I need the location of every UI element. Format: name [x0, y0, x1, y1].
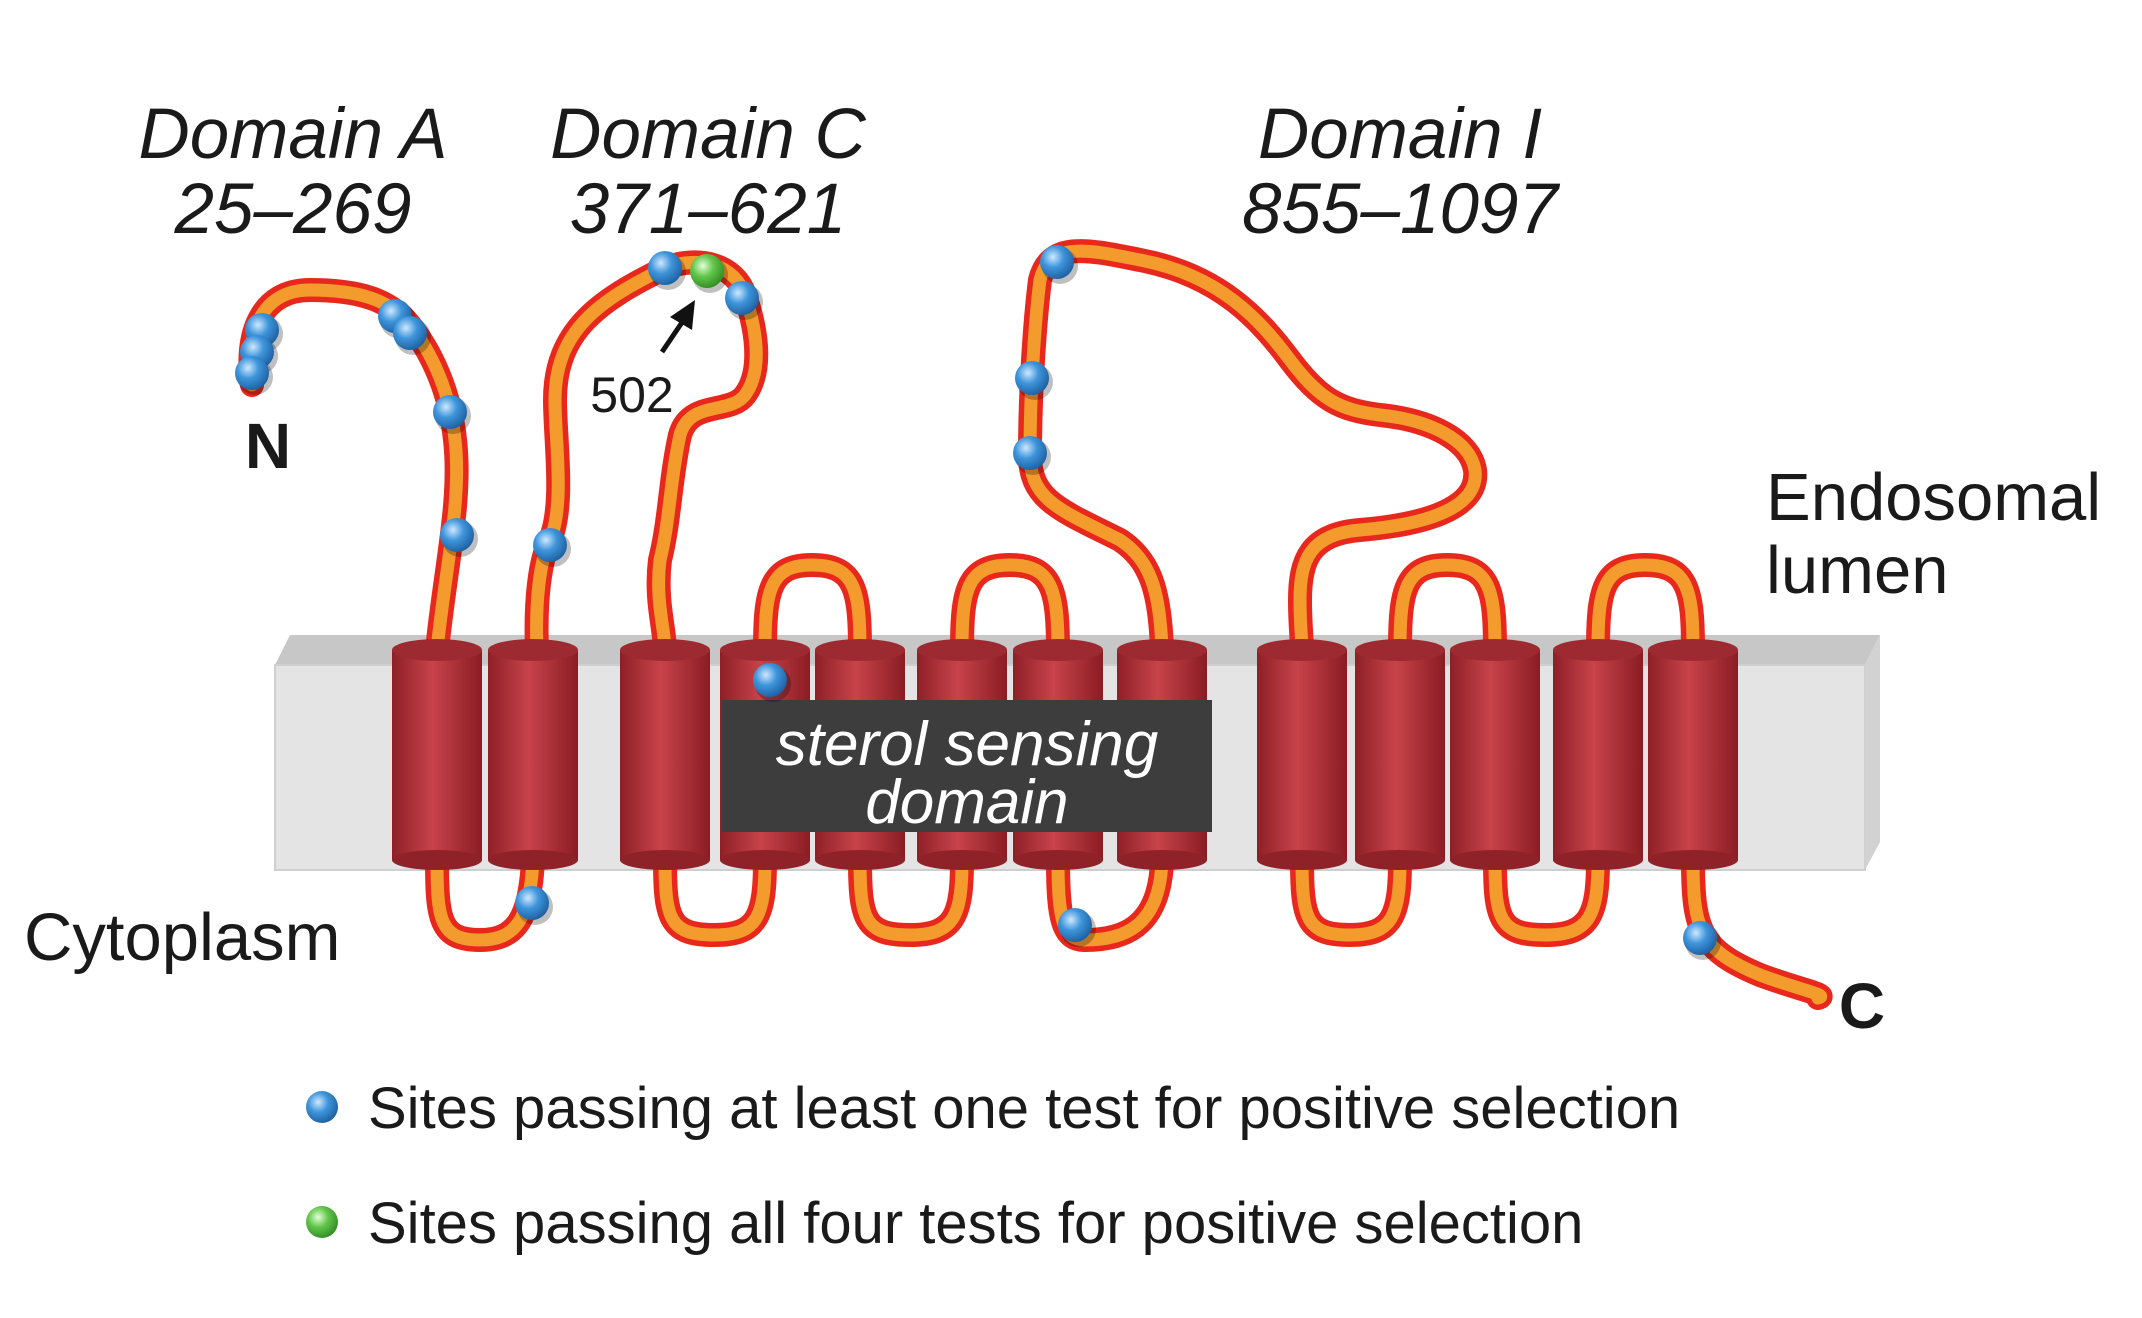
- lumen-label-line2: lumen: [1766, 533, 1948, 608]
- legend-green-dot-icon: [306, 1206, 338, 1238]
- blue-site-marker: [648, 251, 682, 285]
- blue-site-marker: [433, 395, 467, 429]
- legend: Sites passing at least one test for posi…: [306, 1076, 1680, 1256]
- blue-site-marker: [1013, 436, 1047, 470]
- cytoplasm-label: Cytoplasm: [24, 900, 340, 975]
- legend-green-label: Sites passing all four tests for positiv…: [368, 1191, 1583, 1256]
- domain-i-title: Domain I: [1258, 95, 1542, 174]
- site-502-arrow: [659, 300, 695, 354]
- domain-i-range: 855–1097: [1242, 170, 1560, 249]
- helix-1: [392, 639, 482, 870]
- site-502-label: 502: [590, 367, 673, 423]
- helix-10: [1355, 639, 1445, 870]
- blue-site-marker: [440, 518, 474, 552]
- sterol-domain-line2: domain: [865, 768, 1068, 837]
- blue-site-marker: [1058, 908, 1092, 942]
- sterol-sensing-domain: sterol sensing domain: [722, 700, 1212, 837]
- sterol-domain-line1: sterol sensing: [776, 710, 1159, 779]
- blue-site-marker: [1015, 361, 1049, 395]
- helix-11: [1450, 639, 1540, 870]
- helix-3: [620, 639, 710, 870]
- domain-c-title: Domain C: [550, 95, 866, 174]
- green-site-marker: [690, 254, 724, 288]
- helix-13: [1648, 639, 1738, 870]
- domain-a-range: 25–269: [174, 170, 412, 249]
- domain-c-range: 371–621: [570, 170, 846, 249]
- legend-blue-label: Sites passing at least one test for posi…: [368, 1076, 1680, 1141]
- c-terminus-label: C: [1839, 970, 1885, 1042]
- blue-site-marker: [515, 886, 549, 920]
- n-terminus-label: N: [245, 410, 291, 482]
- blue-site-marker: [393, 316, 427, 350]
- blue-site-marker: [725, 281, 759, 315]
- blue-site-marker: [235, 356, 269, 390]
- legend-blue-dot-icon: [306, 1091, 338, 1123]
- selection-sites: [235, 245, 1721, 960]
- domain-a-title: Domain A: [138, 95, 447, 174]
- helix-9: [1257, 639, 1347, 870]
- lumen-label-line1: Endosomal: [1766, 460, 2101, 535]
- blue-site-marker: [1040, 245, 1074, 279]
- helix-12: [1553, 639, 1643, 870]
- blue-site-marker: [1683, 921, 1717, 955]
- blue-site-marker: [533, 528, 567, 562]
- helix-2: [488, 639, 578, 870]
- blue-site-marker: [753, 663, 787, 697]
